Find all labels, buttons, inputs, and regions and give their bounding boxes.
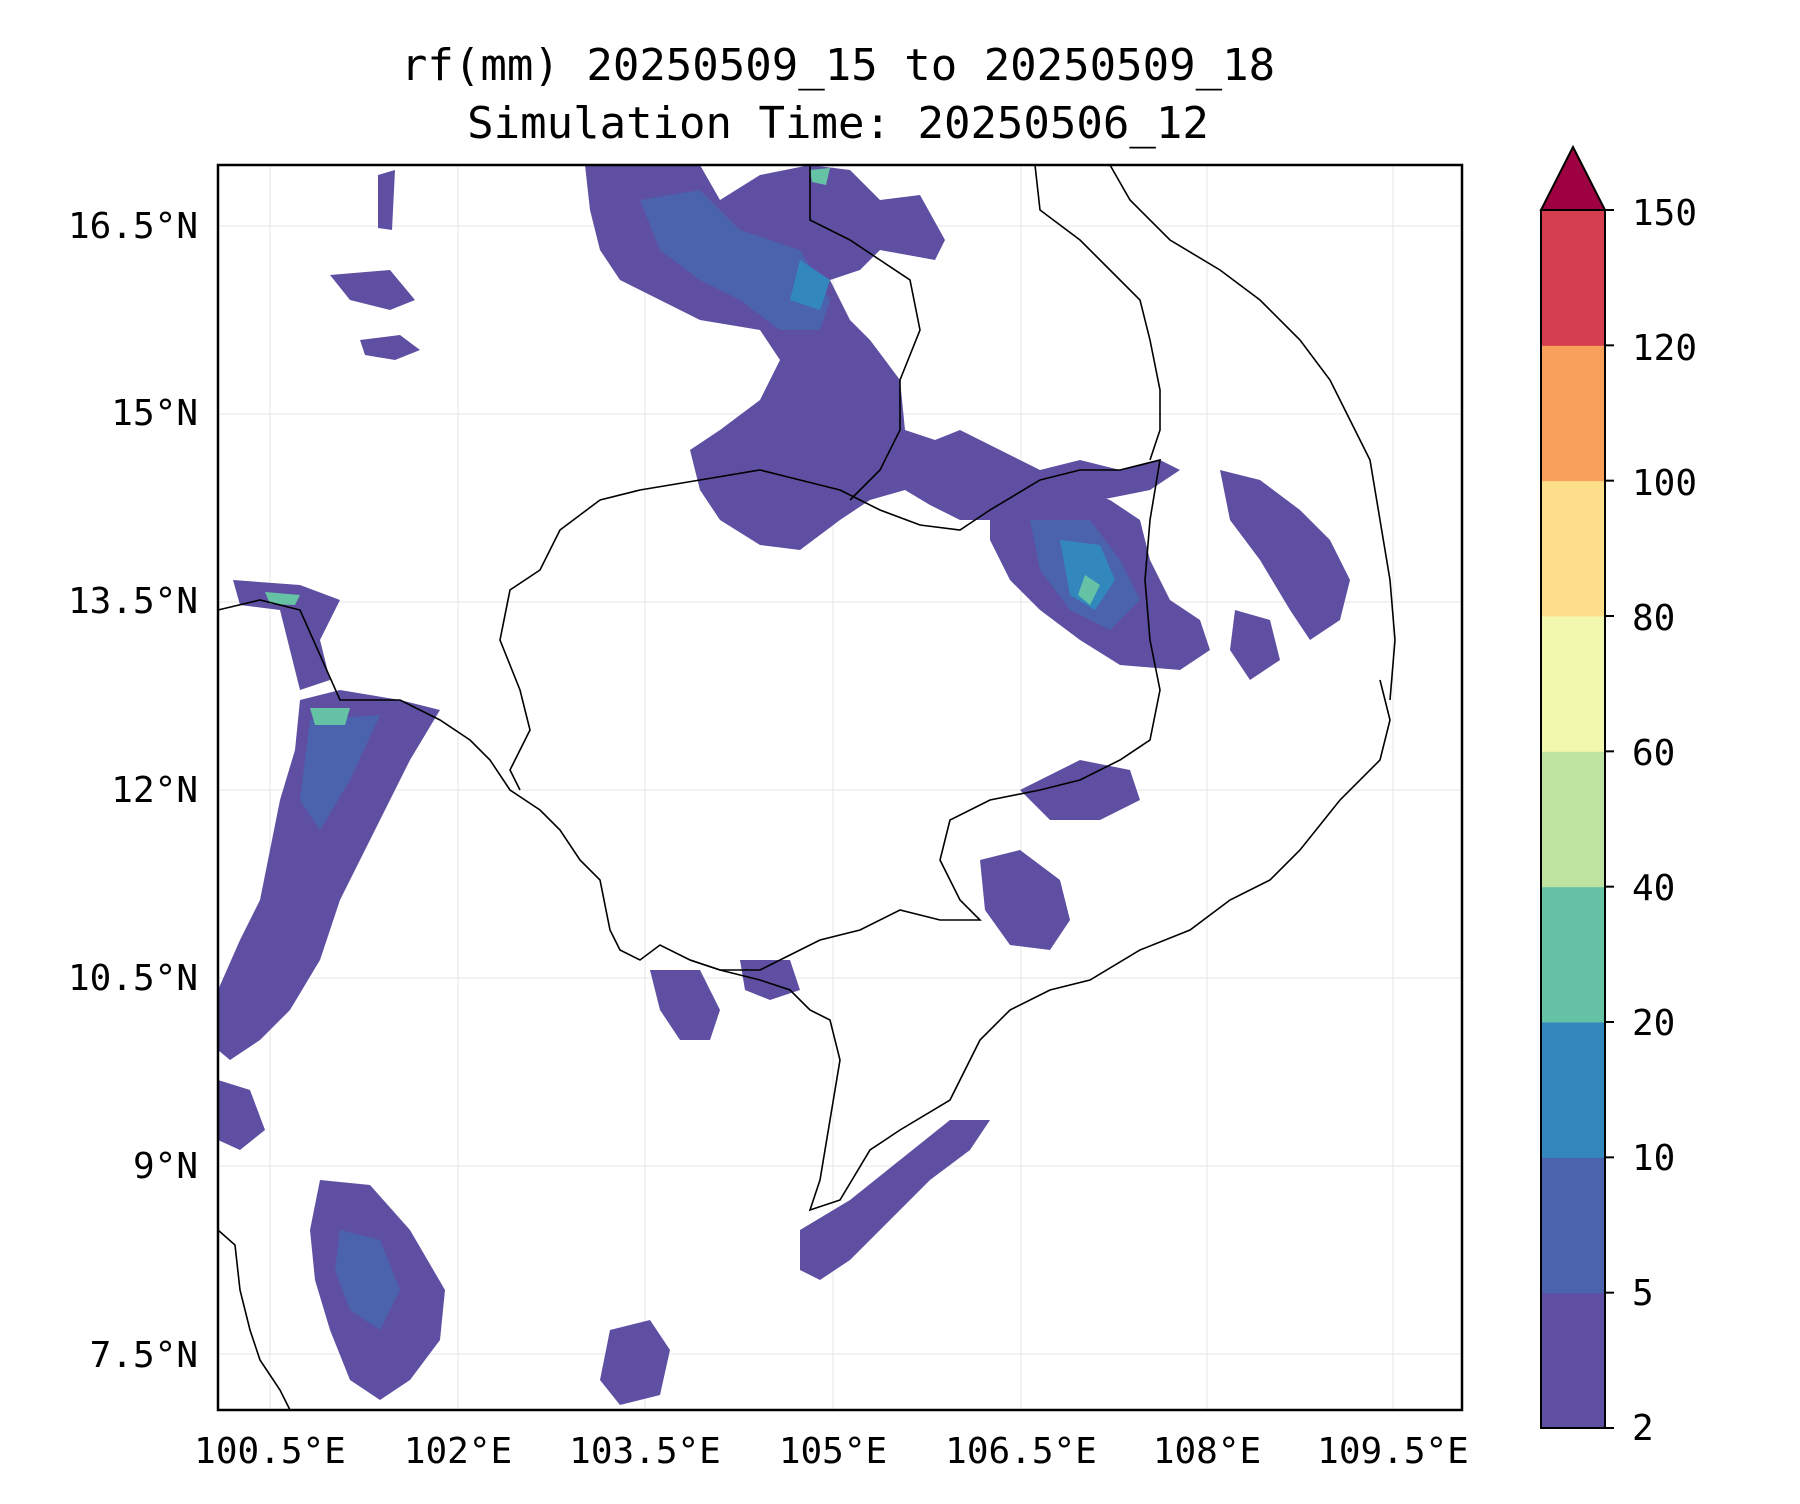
- rain-area-mekong-delta: [800, 1120, 990, 1280]
- gridlines: [218, 165, 1462, 1410]
- border-cambodia-west: [499, 499, 601, 791]
- rain-area-north-central-core: [640, 190, 830, 330]
- y-tick-label: 10.5°N: [68, 958, 198, 999]
- colorbar-extend-triangle: [1539, 144, 1607, 211]
- rain-area-west-coast: [218, 690, 440, 1060]
- y-tick-label: 12°N: [111, 770, 198, 811]
- x-axis-ticks: 100.5°E 102°E 103.5°E 105°E 106.5°E 108°…: [194, 1431, 1469, 1472]
- map-frame: [216, 163, 1464, 1412]
- colorbar-tick-label: 2: [1632, 1408, 1654, 1449]
- country-boundaries: [217, 164, 1396, 1411]
- rain-area-northwest-3: [378, 170, 395, 230]
- colorbar: 2 5 10 20 40 60 80 100 120 150: [1539, 144, 1697, 1449]
- map-plot-area: [216, 163, 1464, 1412]
- rain-area-northwest-2: [360, 335, 420, 360]
- colorbar-tick-label: 10: [1632, 1138, 1675, 1179]
- colorbar-tick-label: 120: [1632, 328, 1697, 369]
- colorbar-ticks: 2 5 10 20 40 60 80 100 120 150: [1605, 193, 1697, 1449]
- colorbar-tick-label: 150: [1632, 193, 1697, 234]
- colorbar-tick-label: 100: [1632, 463, 1697, 504]
- rain-area-west-coast-core: [300, 715, 380, 830]
- rain-area-east-plateau-core: [1060, 540, 1115, 610]
- colorbar-swatches: [1541, 210, 1605, 1429]
- y-tick-label: 9°N: [133, 1146, 198, 1187]
- colorbar-tick-label: 60: [1632, 733, 1675, 774]
- y-tick-label: 7.5°N: [90, 1335, 198, 1376]
- colorbar-swatch: [1541, 1022, 1605, 1158]
- colorbar-tick-label: 80: [1632, 598, 1675, 639]
- x-tick-label: 105°E: [779, 1431, 887, 1472]
- x-tick-label: 106.5°E: [945, 1431, 1097, 1472]
- y-axis-ticks: 16.5°N 15°N 13.5°N 12°N 10.5°N 9°N 7.5°N: [68, 206, 198, 1376]
- border-laos-thailand: [809, 165, 921, 501]
- colorbar-tick-label: 40: [1632, 868, 1675, 909]
- coastline-malay-west: [217, 1229, 291, 1411]
- border-cambodia: [599, 458, 1161, 971]
- colorbar-swatch: [1541, 345, 1605, 482]
- colorbar-swatch: [1541, 210, 1605, 346]
- title-line-2: Simulation Time: 20250506_12: [467, 98, 1209, 149]
- rainfall-fields: [218, 165, 1350, 1405]
- x-tick-label: 103.5°E: [569, 1431, 721, 1472]
- x-tick-label: 108°E: [1153, 1431, 1261, 1472]
- rain-area-gulf-bottom: [600, 1320, 670, 1405]
- rain-area-far-east-small: [1230, 610, 1280, 680]
- colorbar-swatch: [1541, 751, 1605, 888]
- rain-area-west-top: [233, 580, 340, 690]
- colorbar-frame: [1540, 209, 1606, 1429]
- rain-area-northwest-1: [330, 270, 415, 310]
- colorbar-swatch: [1541, 480, 1605, 617]
- title-line-1: rf(mm) 20250509_15 to 20250509_18: [401, 40, 1275, 91]
- y-tick-label: 16.5°N: [68, 206, 198, 247]
- rain-area-south-east-cell: [980, 850, 1070, 950]
- x-tick-label: 100.5°E: [194, 1431, 346, 1472]
- coastline-vietnam-east: [1109, 164, 1396, 701]
- rain-area-south-east-cell-2: [1020, 760, 1140, 820]
- coastline-gulf-of-thailand: [217, 599, 1391, 1212]
- rain-area-far-east: [1220, 470, 1350, 640]
- colorbar-swatch: [1541, 616, 1605, 752]
- rain-area-west-top-peak: [265, 592, 300, 605]
- rain-area-north-central-core-2: [790, 260, 830, 310]
- colorbar-tick-label: 5: [1632, 1273, 1654, 1314]
- colorbar-swatch: [1541, 1157, 1605, 1294]
- rain-area-gulf-south-core: [335, 1230, 400, 1330]
- x-tick-label: 109.5°E: [1317, 1431, 1469, 1472]
- colorbar-swatch: [1541, 886, 1605, 1023]
- y-tick-label: 15°N: [111, 393, 198, 434]
- rain-area-east-plateau-peak: [1078, 575, 1100, 605]
- y-tick-label: 13.5°N: [68, 581, 198, 622]
- rain-area-gulf-west-small: [218, 1080, 265, 1150]
- border-laos-vietnam: [1034, 164, 1161, 461]
- rain-area-gulf-bottom-2: [650, 970, 720, 1040]
- rain-area-north-top: [810, 168, 830, 185]
- rain-area-west-coast-peak: [310, 708, 350, 725]
- x-tick-label: 102°E: [404, 1431, 512, 1472]
- colorbar-tick-label: 20: [1632, 1003, 1675, 1044]
- colorbar-swatch: [1541, 1292, 1605, 1429]
